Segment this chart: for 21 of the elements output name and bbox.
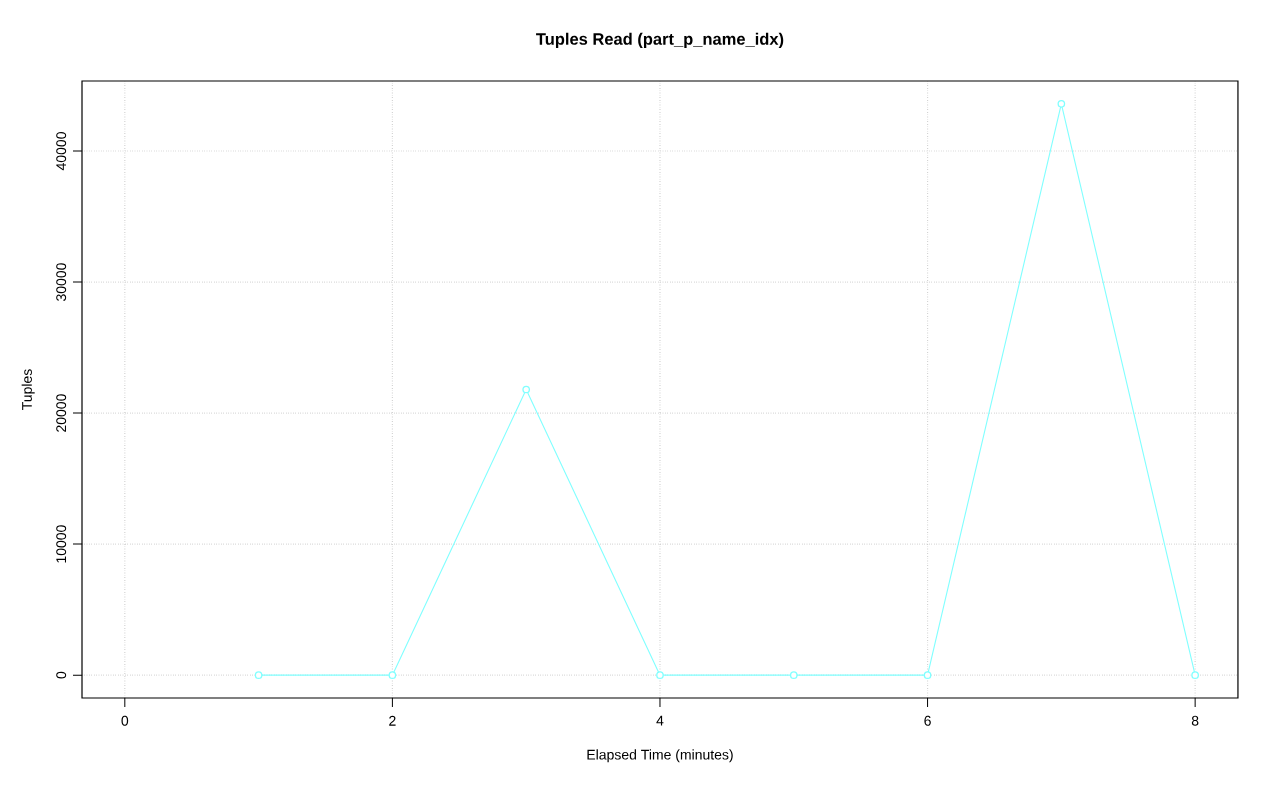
- y-tick-label: 10000: [56, 525, 67, 563]
- y-tick-label: 0: [56, 671, 67, 679]
- point: [388, 671, 397, 679]
- point: [1057, 100, 1066, 108]
- y-tick-label: 30000: [56, 263, 67, 301]
- x-tick-label: 4: [656, 715, 664, 726]
- x-axis-title: Elapsed Time (minutes): [587, 749, 733, 763]
- point: [789, 671, 798, 679]
- point: [923, 671, 932, 679]
- chart-title: Tuples Read (part_p_name_idx): [536, 32, 784, 49]
- x-tick-label: 6: [924, 715, 931, 726]
- point: [656, 671, 664, 679]
- y-tick-label: 20000: [56, 394, 67, 432]
- point: [1191, 671, 1199, 679]
- x-tick-label: 2: [389, 715, 396, 726]
- x-tick-label: 8: [1191, 715, 1199, 726]
- x-tick-label: 0: [121, 715, 129, 726]
- point: [522, 385, 531, 394]
- y-axis-title: Tuples: [21, 369, 35, 410]
- point: [254, 671, 263, 679]
- y-tick-label: 40000: [56, 132, 67, 171]
